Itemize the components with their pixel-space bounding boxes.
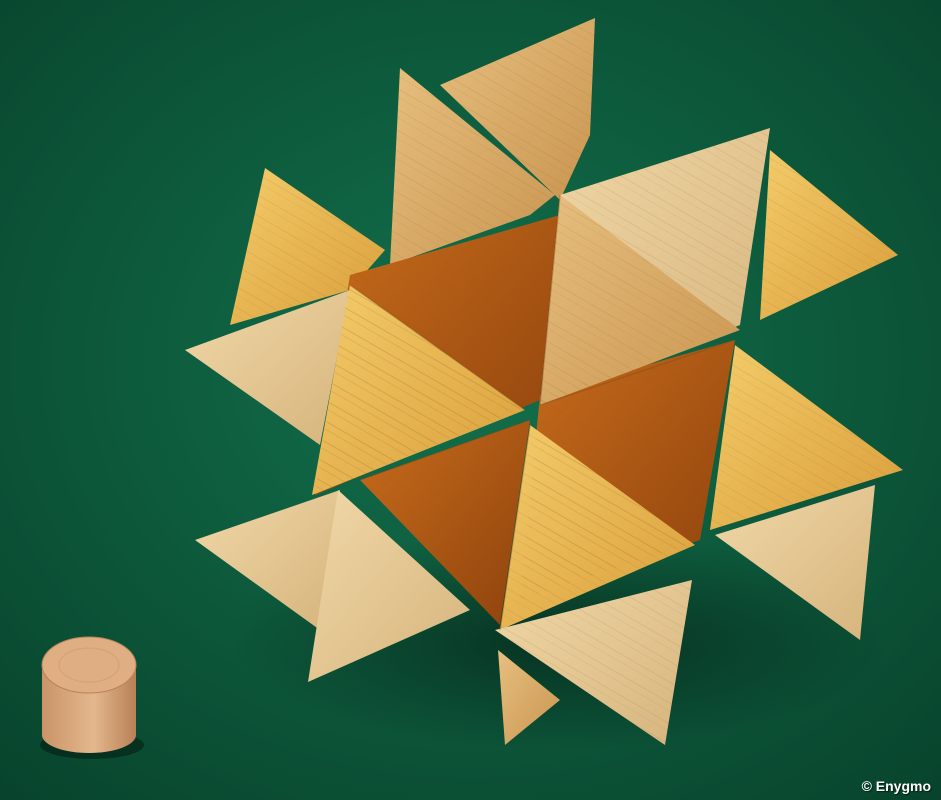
wood-grain-overlay <box>230 18 903 745</box>
spike-bottom-back <box>498 650 560 745</box>
spike-lower-left <box>195 490 340 630</box>
copyright-watermark: © Enygmo <box>861 778 931 794</box>
spike-bottom-left <box>308 490 470 682</box>
spike-left <box>185 290 350 445</box>
edge-lines <box>349 194 736 631</box>
star-puzzle <box>185 18 903 745</box>
spike-right-bottom <box>715 485 875 640</box>
wooden-peg <box>40 636 144 759</box>
